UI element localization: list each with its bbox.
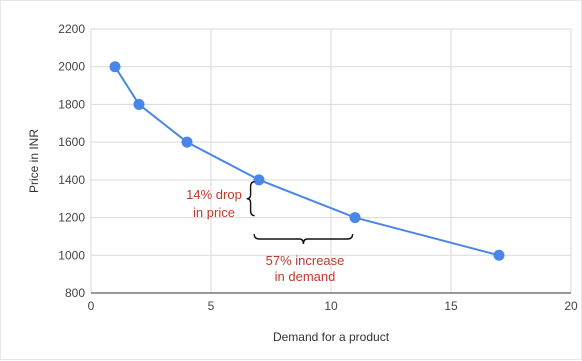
grid-lines bbox=[90, 28, 572, 293]
price-drop-label-line1: 14% drop bbox=[186, 187, 242, 202]
x-tick-label: 20 bbox=[564, 299, 578, 313]
y-tick-label: 1000 bbox=[58, 248, 85, 262]
x-tick-label: 10 bbox=[324, 299, 338, 313]
price-drop-brace bbox=[246, 181, 255, 217]
y-tick-label: 1200 bbox=[58, 211, 85, 225]
x-tick-label: 5 bbox=[208, 299, 215, 313]
y-tick-label: 2200 bbox=[58, 22, 85, 36]
y-tick-label: 1400 bbox=[58, 173, 85, 187]
y-tick-labels: 800 1000 1200 1400 1600 1800 2000 2200 bbox=[58, 22, 85, 300]
price-drop-label-line2: in price bbox=[193, 205, 235, 220]
series-line bbox=[114, 66, 500, 257]
data-point bbox=[181, 136, 193, 148]
y-tick-label: 2000 bbox=[58, 60, 85, 74]
data-point bbox=[493, 249, 505, 261]
x-axis-title: Demand for a product bbox=[273, 330, 390, 344]
y-tick-label: 1800 bbox=[58, 97, 85, 111]
x-tick-labels: 0 5 10 15 20 bbox=[88, 299, 578, 313]
data-point bbox=[109, 61, 121, 73]
demand-increase-label-line2: in demand bbox=[275, 269, 336, 284]
data-point bbox=[253, 174, 265, 186]
data-point bbox=[349, 212, 361, 224]
y-axis-title: Price in INR bbox=[27, 129, 41, 193]
demand-increase-label-line1: 57% increase bbox=[266, 253, 345, 268]
data-point bbox=[133, 98, 145, 110]
x-tick-label: 15 bbox=[444, 299, 458, 313]
y-tick-label: 1600 bbox=[58, 135, 85, 149]
series-layer bbox=[109, 61, 505, 261]
y-tick-label: 800 bbox=[65, 286, 85, 300]
demand-increase-brace bbox=[253, 233, 354, 245]
x-tick-label: 0 bbox=[88, 299, 95, 313]
